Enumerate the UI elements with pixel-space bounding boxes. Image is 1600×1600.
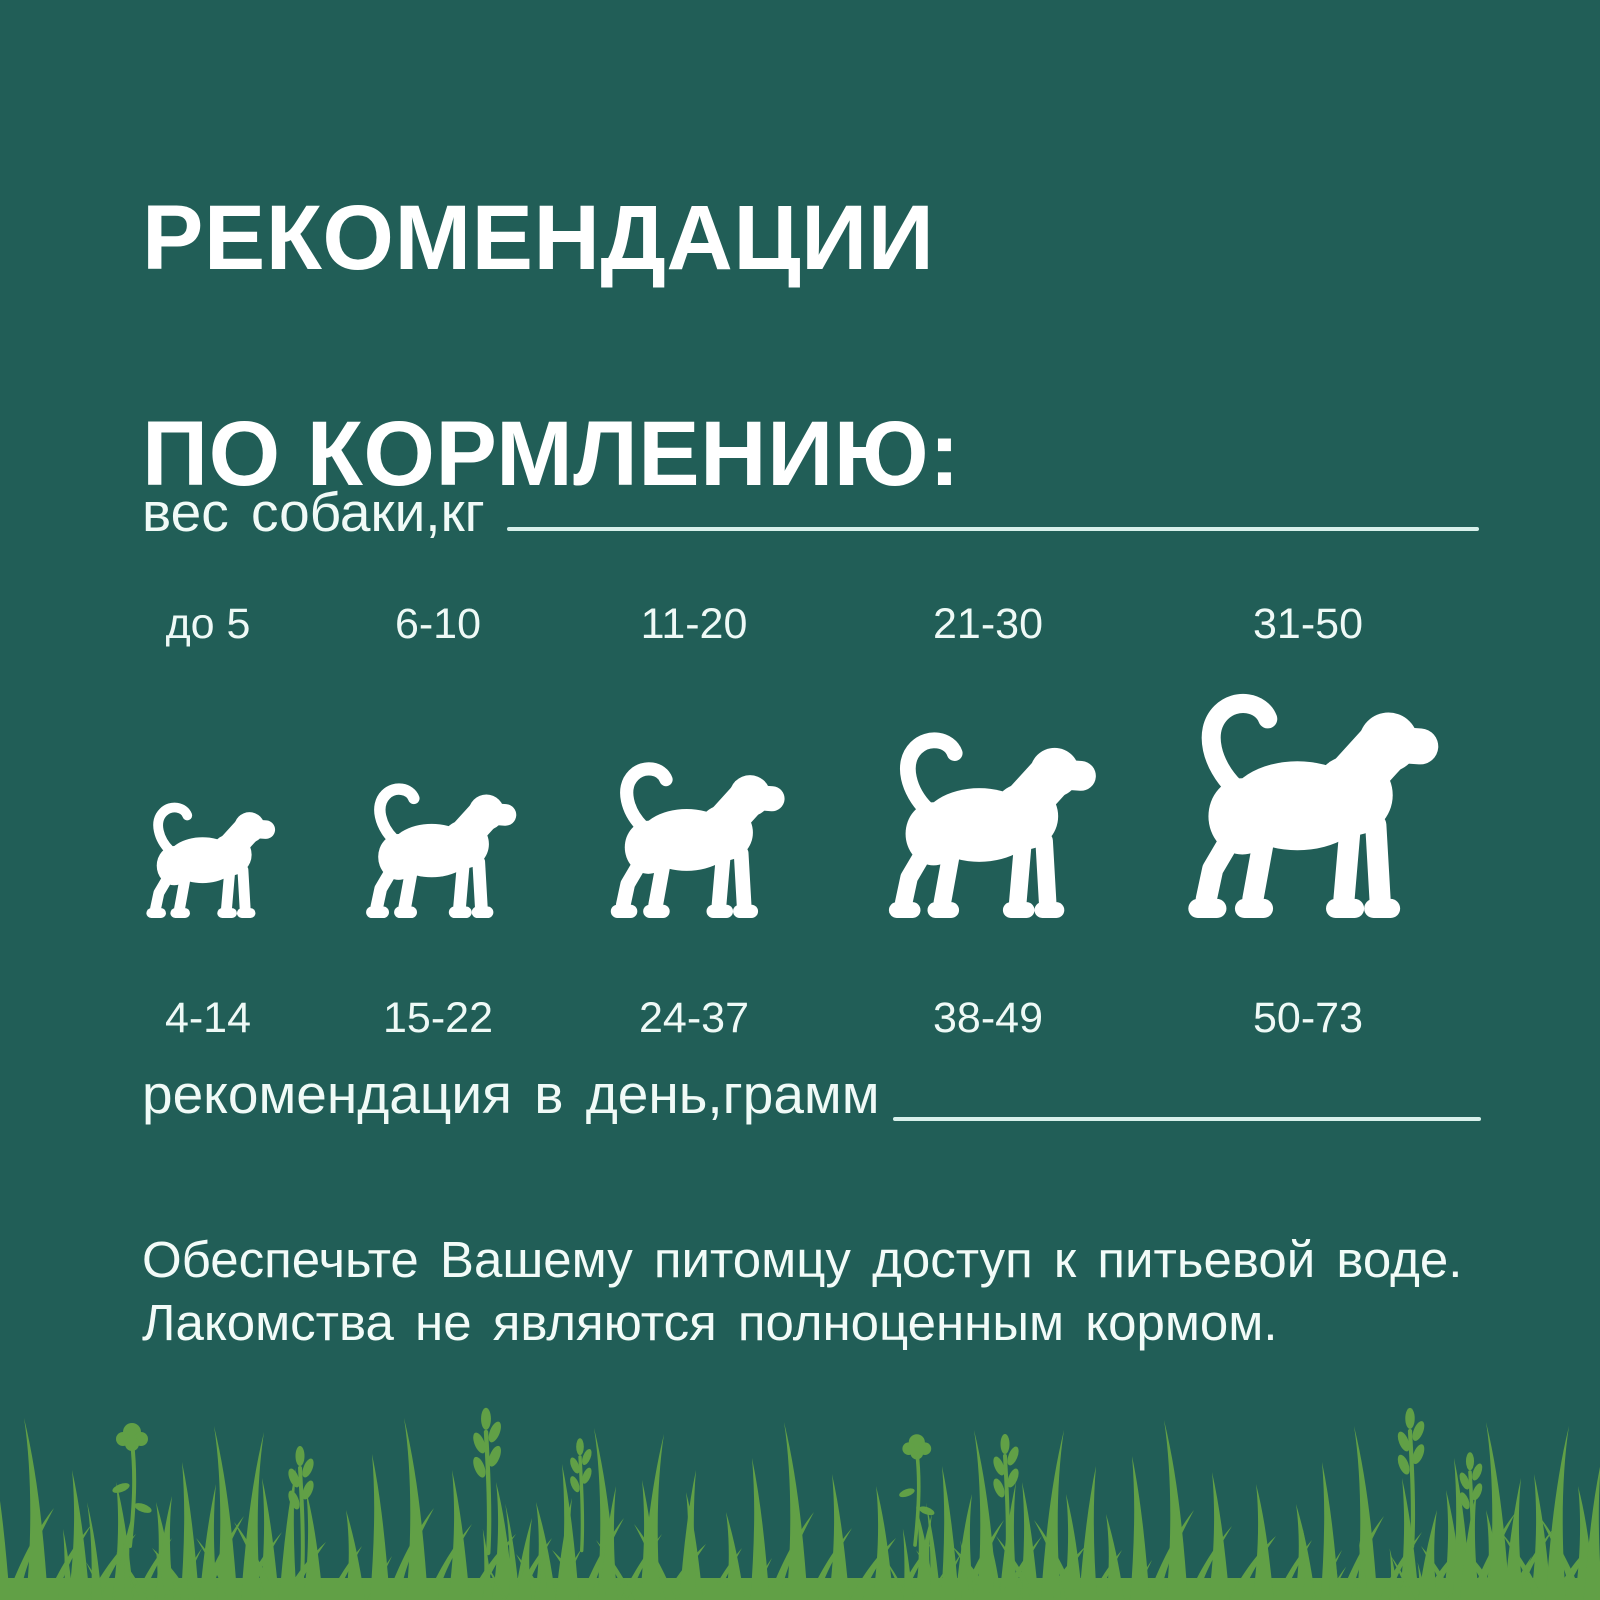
grams-axis-rule	[893, 1117, 1481, 1121]
page-title-line2: ПО КОРМЛЕНИЮ:	[142, 402, 961, 505]
note-line1: Обеспечьте Вашему питомцу доступ к питье…	[142, 1231, 1463, 1288]
dog-size-icon	[355, 778, 521, 918]
weight-range-label: 21-30	[933, 600, 1043, 648]
grams-axis-label: рекомендация в день,грамм	[142, 1063, 880, 1125]
grass-decoration	[0, 1370, 1600, 1600]
daily-grams-label: 24-37	[639, 994, 749, 1042]
dog-size-icon	[874, 725, 1102, 918]
feeding-note: Обеспечьте Вашему питомцу доступ к питье…	[142, 1228, 1462, 1354]
weight-range-label: 31-50	[1253, 600, 1363, 648]
daily-grams-label: 50-73	[1253, 994, 1363, 1042]
weight-range-label: до 5	[165, 600, 251, 648]
weight-axis-label: вес собаки,кг	[142, 481, 485, 543]
dog-size-icon	[598, 756, 790, 918]
weight-axis-rule	[507, 527, 1479, 531]
daily-grams-label: 4-14	[164, 994, 252, 1042]
page-title-line1: РЕКОМЕНДАЦИИ	[142, 186, 935, 289]
note-line2: Лакомства не являются полноценным кормом…	[142, 1294, 1278, 1351]
page-title: РЕКОМЕНДАЦИИ ПО КОРМЛЕНИЮ:	[142, 184, 960, 508]
weight-range-label: 11-20	[640, 600, 748, 648]
daily-grams-label: 15-22	[383, 994, 493, 1042]
dog-size-icon	[137, 798, 279, 918]
dog-size-icon	[1170, 685, 1446, 918]
daily-grams-label: 38-49	[933, 994, 1043, 1042]
weight-range-label: 6-10	[394, 600, 482, 648]
